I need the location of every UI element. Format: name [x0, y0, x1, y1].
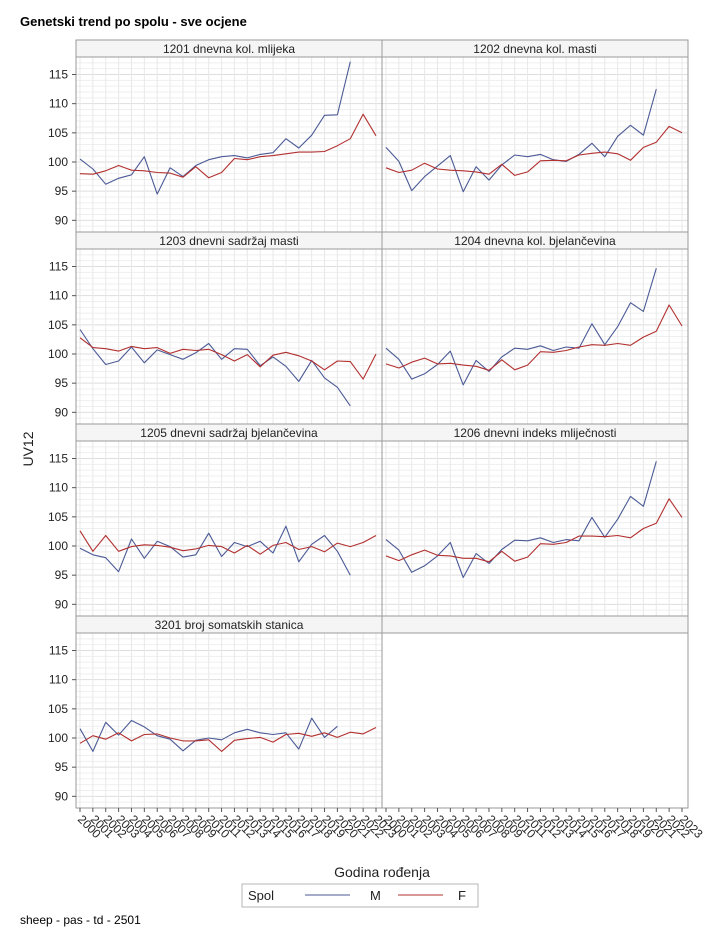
legend-frame	[241, 883, 479, 908]
y-tick-label: 115	[49, 260, 68, 274]
y-tick-label: 110	[49, 97, 68, 111]
x-tick-labels: 2000200120022003200420052006200720082009…	[75, 808, 706, 841]
y-tick-label: 100	[48, 347, 68, 361]
series-line-m	[385, 461, 657, 579]
series-line-f	[79, 113, 377, 179]
series-line-f	[79, 530, 377, 555]
y-tick-label: 115	[49, 68, 68, 82]
y-tick-label: 110	[49, 481, 68, 495]
y-tick-label: 100	[48, 539, 68, 553]
y-axis-label: UV12	[20, 431, 36, 466]
y-tick-label: 105	[48, 126, 68, 140]
legend-label-f: F	[458, 888, 466, 903]
panel-header	[381, 615, 689, 634]
y-tick-label: 115	[49, 644, 68, 658]
y-tick-label: 90	[55, 789, 69, 803]
panel-8	[381, 615, 689, 809]
panels: 1201 dnevna kol. mlijeka 90 95 100 105 110 115…	[48, 39, 689, 809]
panel-title: 1201 dnevna kol. mlijeka	[163, 42, 295, 56]
y-tick-label: 105	[48, 702, 68, 716]
y-tick-label: 90	[55, 405, 69, 419]
panel-title: 1202 dnevna kol. masti	[473, 42, 596, 56]
panel-4: 1204 dnevna kol. bjelančevina	[381, 231, 689, 425]
panel-title: 3201 broj somatskih stanica	[155, 618, 304, 632]
y-tick-label: 90	[55, 213, 69, 227]
series-line-f	[79, 337, 377, 380]
panel-1: 1201 dnevna kol. mlijeka 90 95 100 105 110 115	[48, 39, 383, 233]
series-line-m	[385, 88, 657, 193]
y-tick-label: 95	[55, 760, 69, 774]
y-tick-label: 110	[49, 673, 68, 687]
panel-title: 1203 dnevni sadržaj masti	[159, 234, 298, 248]
panel-title: 1205 dnevni sadržaj bjelančevina	[140, 426, 318, 440]
panel-6: 1206 dnevni indeks mliječnosti	[381, 423, 689, 617]
series-line-m	[79, 717, 338, 752]
y-tick-label: 115	[49, 452, 68, 466]
x-axis-label: Godina rođenja	[334, 864, 430, 880]
panel-5: 1205 dnevni sadržaj bjelančevina 90 95 100 1…	[48, 423, 383, 617]
legend-label-m: M	[370, 888, 381, 903]
legend-title: Spol	[248, 888, 274, 903]
panel-title: 1204 dnevna kol. bjelančevina	[454, 234, 616, 248]
series-line-f	[385, 498, 683, 563]
panel-7: 3201 broj somatskih stanica 90 95 100 105 110…	[48, 615, 383, 809]
series-line-f	[79, 727, 377, 752]
y-tick-label: 110	[49, 289, 68, 303]
series-line-m	[385, 268, 657, 386]
panel-2: 1202 dnevna kol. masti	[381, 39, 689, 233]
y-tick-label: 95	[55, 568, 69, 582]
footnote: sheep - pas - td - 2501	[20, 913, 141, 927]
series-line-f	[385, 125, 683, 176]
y-tick-label: 105	[48, 318, 68, 332]
series-line-m	[79, 61, 351, 195]
legend: Spol M F	[241, 883, 479, 908]
chart-title: Genetski trend po spolu - sve ocjene	[20, 14, 247, 29]
series-line-f	[385, 304, 683, 371]
series-line-m	[79, 525, 351, 576]
y-tick-label: 100	[48, 155, 68, 169]
y-tick-label: 95	[55, 376, 69, 390]
y-tick-label: 105	[48, 510, 68, 524]
panel-frame	[381, 632, 689, 809]
y-tick-label: 100	[48, 731, 68, 745]
panel-3: 1203 dnevni sadržaj masti 90 95 100 105 110 11…	[48, 231, 383, 425]
y-tick-label: 90	[55, 597, 69, 611]
panel-title: 1206 dnevni indeks mliječnosti	[454, 426, 617, 440]
y-tick-label: 95	[55, 184, 69, 198]
